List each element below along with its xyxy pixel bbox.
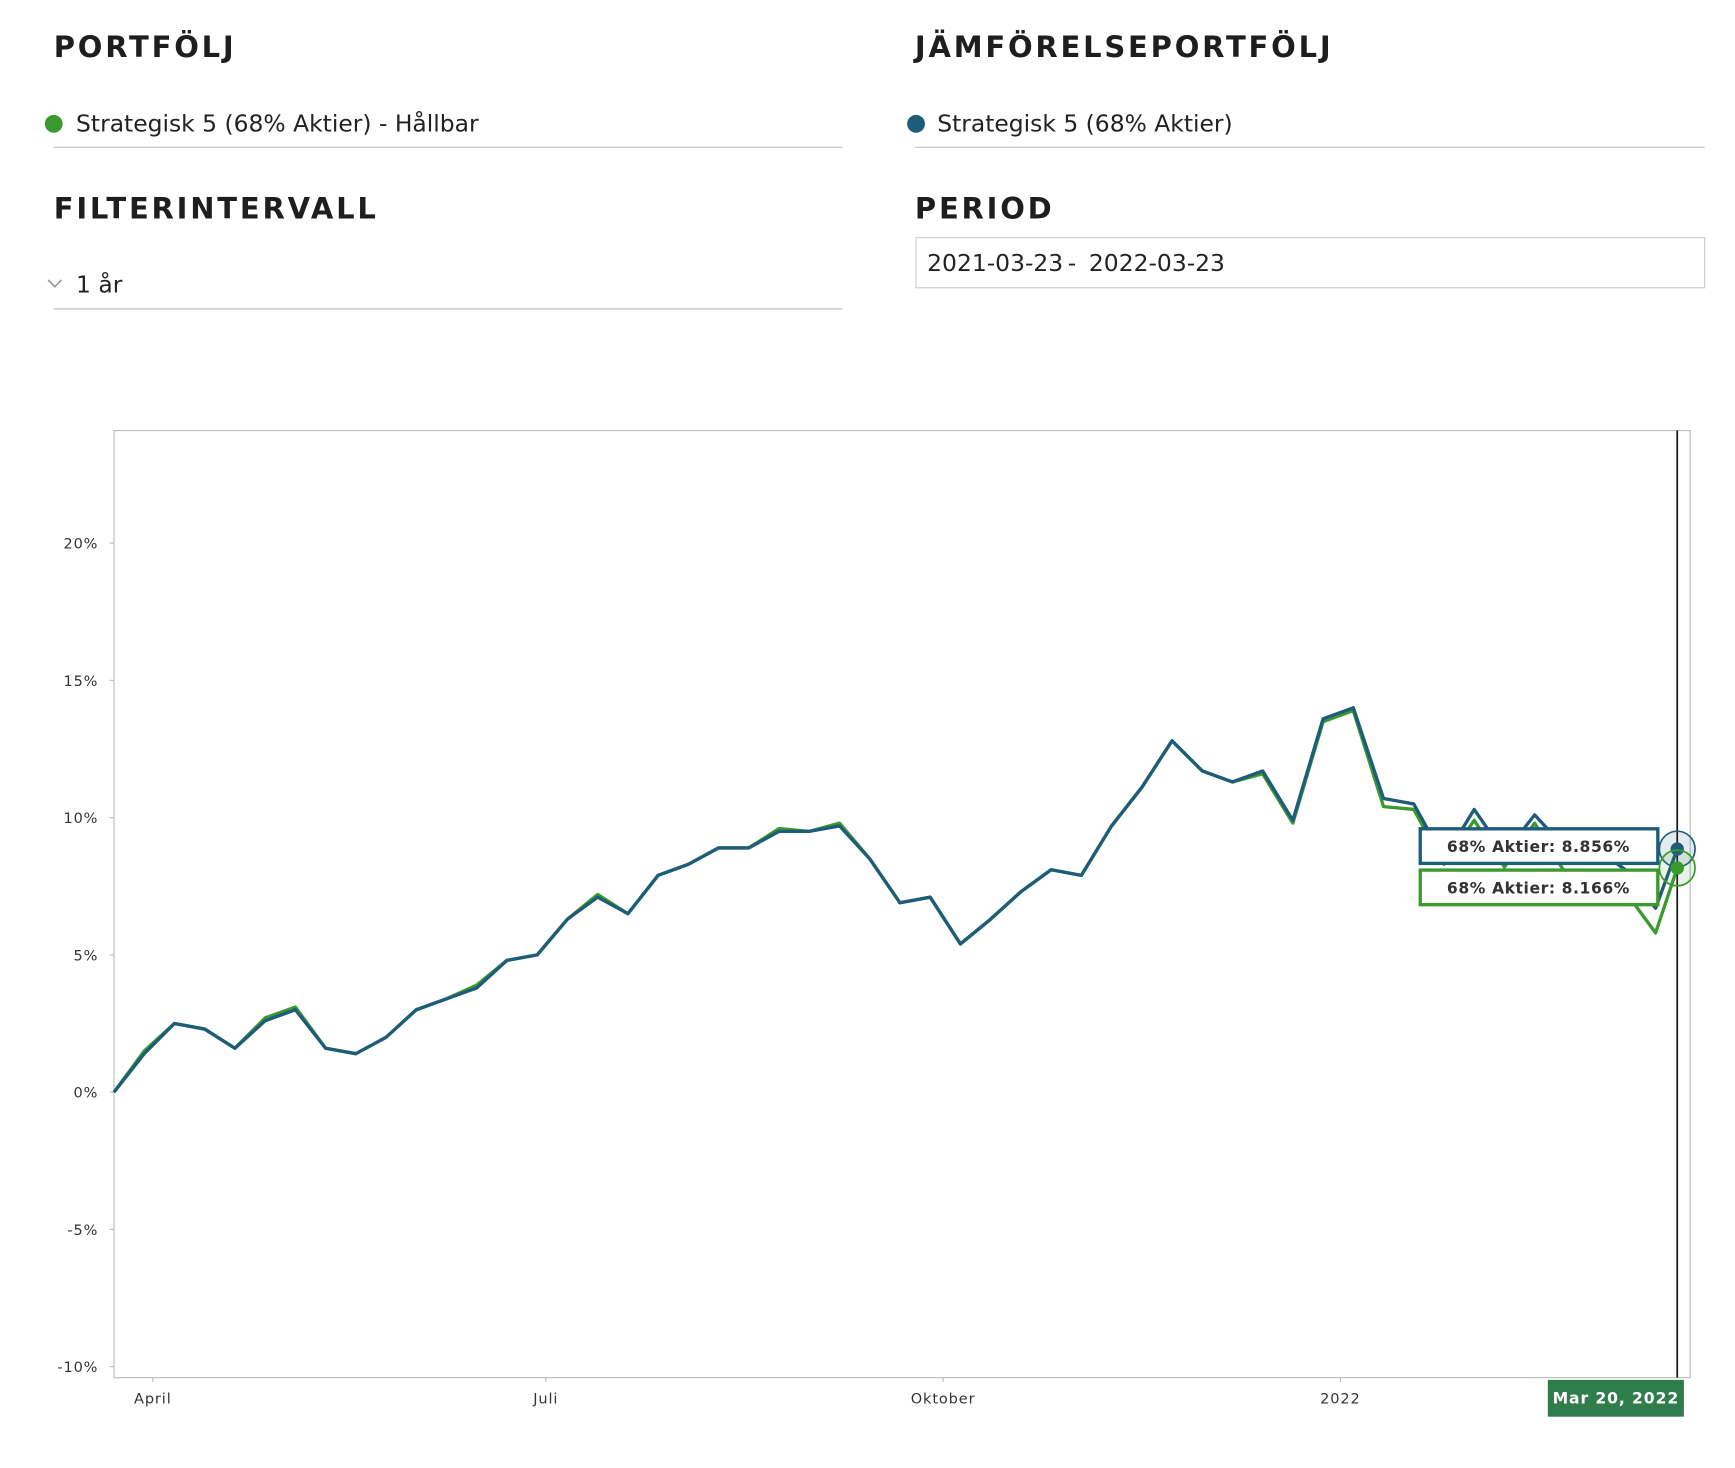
tooltip-box bbox=[1418, 868, 1660, 907]
comparison-value: Strategisk 5 (68% Aktier) bbox=[937, 110, 1232, 138]
x-tick-label: Oktober bbox=[911, 1391, 976, 1407]
portfolio-dot bbox=[44, 114, 63, 133]
crosshair-label-box bbox=[1547, 1379, 1684, 1417]
x-tick-label: April bbox=[134, 1391, 172, 1407]
y-tick-label: 20% bbox=[63, 537, 98, 553]
comparison-dot bbox=[907, 114, 925, 133]
chevron bbox=[47, 279, 63, 288]
y-tick-label: 10% bbox=[63, 811, 98, 827]
filter-select[interactable]: 1 år bbox=[47, 270, 843, 310]
period-separator: - bbox=[1068, 249, 1076, 277]
hover-point bbox=[1670, 842, 1684, 856]
portfolio-value: Strategisk 5 (68% Aktier) - Hållbar bbox=[76, 110, 479, 138]
portfolio-title: PORTFÖLJ bbox=[54, 30, 237, 64]
tooltip-text: 68% Aktier: 8.166% bbox=[1447, 880, 1630, 898]
filter-title: FILTERINTERVALL bbox=[54, 192, 379, 226]
portfolio-select[interactable]: Strategisk 5 (68% Aktier) - Hållbar bbox=[44, 110, 843, 148]
period-start: 2021-03-23 bbox=[927, 249, 1063, 277]
plot-frame bbox=[113, 430, 1691, 1379]
period-box bbox=[915, 237, 1706, 289]
x-tick-label: Juli bbox=[532, 1391, 558, 1407]
series-line bbox=[112, 706, 1679, 1094]
period-title: PERIOD bbox=[915, 192, 1055, 226]
tooltip-box bbox=[1418, 827, 1660, 866]
filter-value: 1 år bbox=[76, 270, 123, 298]
period-input[interactable]: 2021-03-23 - 2022-03-23 bbox=[915, 237, 1706, 289]
y-tick-label: 0% bbox=[74, 1086, 99, 1102]
chart: -10% -5% 0% 5% 10% 15% 20% April Juli Oktober 2022… bbox=[57, 430, 1696, 1417]
y-tick-label: -5% bbox=[67, 1223, 98, 1239]
comparison-select[interactable]: Strategisk 5 (68% Aktier) bbox=[907, 110, 1705, 148]
y-tick-label: 15% bbox=[63, 674, 98, 690]
y-tick-label: 5% bbox=[74, 948, 99, 964]
x-tick-label: 2022 bbox=[1320, 1391, 1360, 1407]
crosshair-label: Mar 20, 2022 bbox=[1553, 1389, 1679, 1407]
tooltip-text: 68% Aktier: 8.856% bbox=[1447, 838, 1630, 856]
comparison-title: JÄMFÖRELSEPORTFÖLJ bbox=[913, 30, 1334, 64]
period-end: 2022-03-23 bbox=[1089, 249, 1225, 277]
hover-point bbox=[1670, 861, 1684, 875]
y-tick-label: -10% bbox=[57, 1360, 98, 1376]
